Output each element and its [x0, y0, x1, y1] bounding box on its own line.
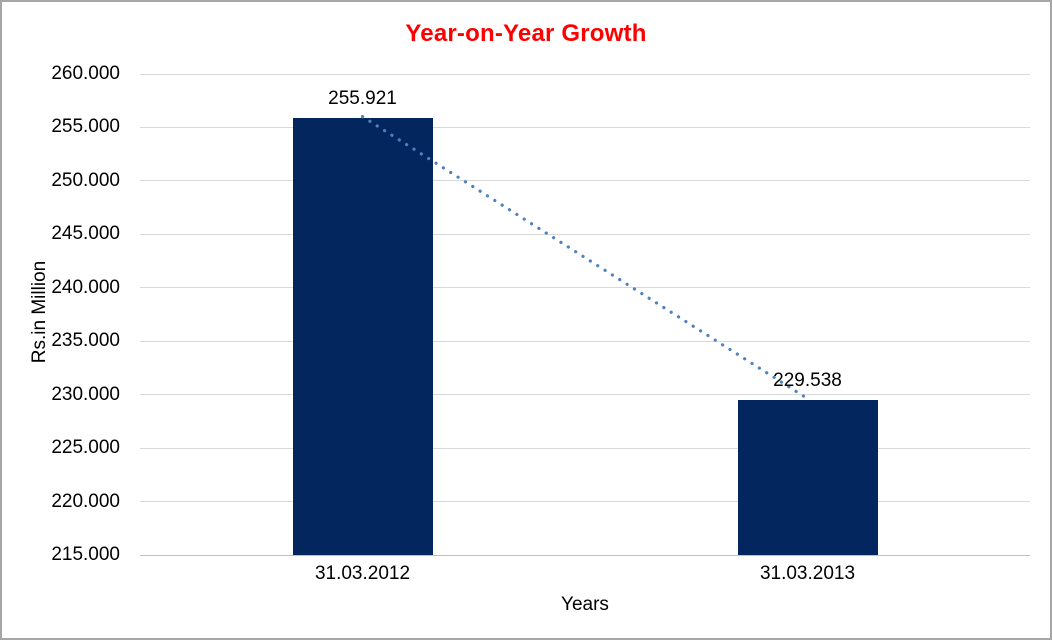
y-tick-label: 250.000: [51, 169, 120, 191]
y-tick-label: 255.000: [51, 116, 120, 138]
bar-31.03.2012: [292, 117, 433, 555]
chart-title: Year-on-Year Growth: [405, 20, 647, 47]
y-tick-label: 225.000: [51, 437, 120, 459]
gridline: [140, 340, 1030, 342]
gridline: [140, 180, 1030, 182]
gridline: [140, 501, 1030, 503]
gridline: [140, 394, 1030, 396]
bar-data-label: 255.921: [328, 87, 397, 109]
y-tick-label: 230.000: [51, 383, 120, 405]
y-tick-label: 260.000: [51, 63, 120, 84]
gridline: [140, 73, 1030, 75]
x-axis-line: [140, 554, 1030, 556]
y-tick-label: 215.000: [51, 544, 120, 565]
gridline: [140, 126, 1030, 128]
gridline: [140, 287, 1030, 289]
y-tick-label: 245.000: [51, 223, 120, 245]
gridline: [140, 233, 1030, 235]
bar-31.03.2013: [737, 399, 878, 555]
bar-data-label: 229.538: [773, 369, 842, 391]
trendline: [360, 114, 810, 401]
x-tick-label: 31.03.2013: [759, 563, 856, 584]
y-tick-label: 240.000: [51, 276, 120, 298]
x-tick-label: 31.03.2012: [314, 563, 411, 584]
y-tick-label: 220.000: [51, 490, 120, 512]
y-tick-label: 235.000: [51, 330, 120, 352]
gridline: [140, 447, 1030, 449]
plot-area: 255.921 229.538: [140, 73, 1030, 556]
x-axis-title: Years: [561, 594, 609, 615]
